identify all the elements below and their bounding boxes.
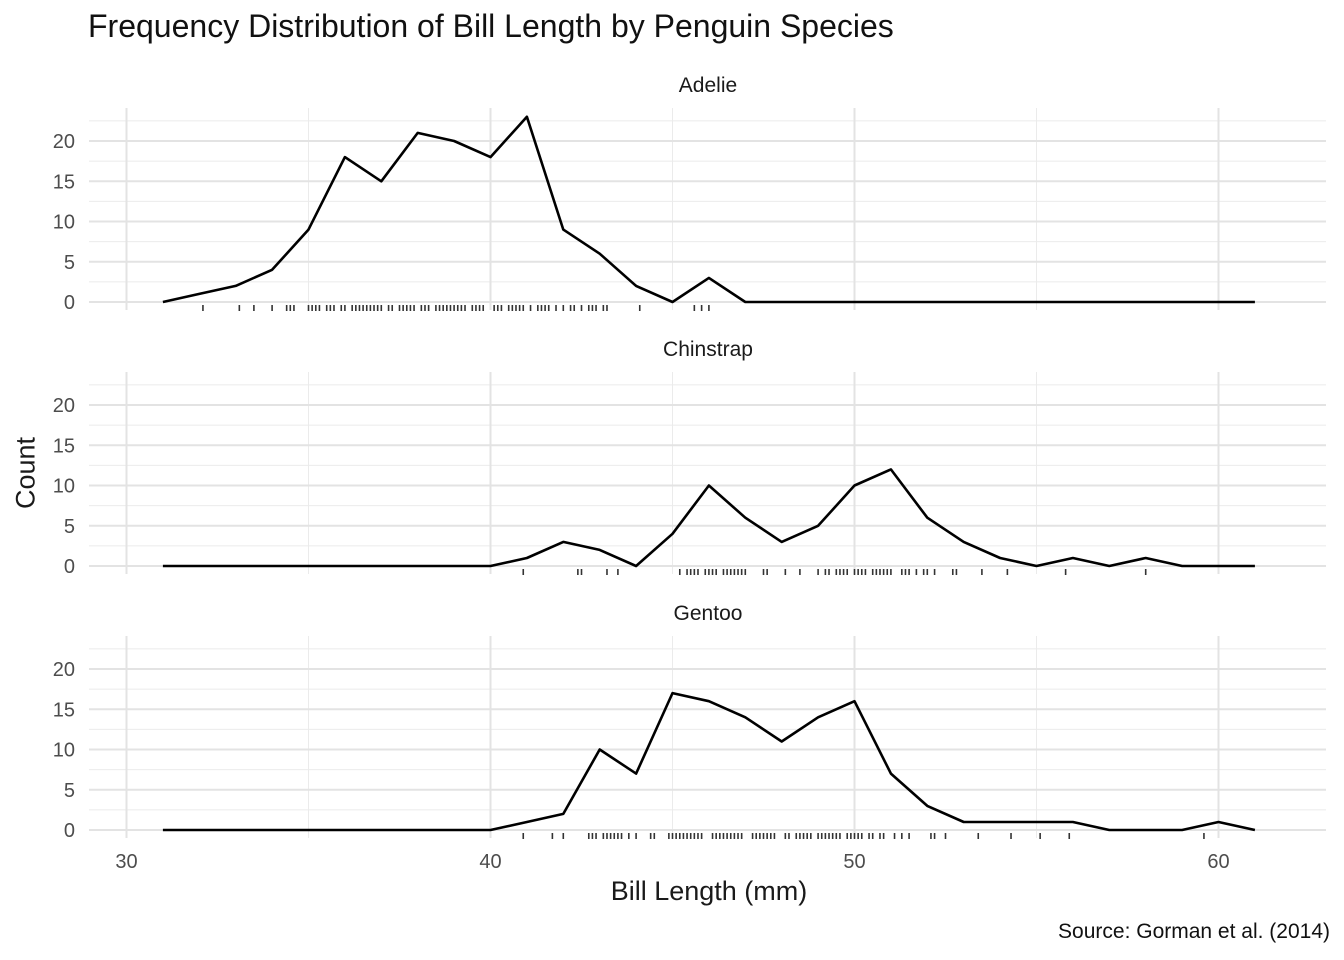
- y-tick-label: 20: [53, 659, 75, 681]
- y-tick-label: 20: [53, 395, 75, 417]
- series-line: [162, 691, 1256, 832]
- chart-title: Frequency Distribution of Bill Length by…: [88, 8, 894, 44]
- y-axis-label: Count: [10, 436, 41, 510]
- series-line: [162, 468, 1255, 568]
- y-tick-label: 5: [64, 516, 75, 538]
- y-tick-label: 0: [64, 556, 75, 578]
- y-tick-label: 0: [64, 292, 75, 314]
- x-axis-label: Bill Length (mm): [610, 876, 808, 906]
- panel-gentoo: Gentoo 0 5 10 15 20: [53, 602, 1326, 842]
- source-caption: Source: Gorman et al. (2014): [1058, 920, 1330, 943]
- y-tick-label: 20: [53, 131, 75, 153]
- panel-chinstrap: Chinstrap 0 5 10 15 20: [53, 338, 1326, 578]
- y-tick-label: 15: [53, 435, 75, 457]
- x-tick-label: 60: [1207, 851, 1229, 873]
- y-tick-label: 10: [53, 740, 75, 762]
- y-tick-label: 15: [53, 171, 75, 193]
- facet-label: Chinstrap: [663, 338, 753, 361]
- y-tick-label: 5: [64, 780, 75, 802]
- series-line: [162, 115, 1255, 304]
- x-tick-label: 30: [115, 851, 137, 873]
- y-tick-label: 10: [53, 476, 75, 498]
- facet-label: Gentoo: [674, 602, 743, 625]
- y-tick-label: 5: [64, 252, 75, 274]
- y-tick-label: 15: [53, 699, 75, 721]
- y-tick-label: 10: [53, 212, 75, 234]
- x-tick-label: 50: [843, 851, 865, 873]
- y-tick-label: 0: [64, 820, 75, 842]
- facet-label: Adelie: [679, 74, 737, 97]
- x-tick-label: 40: [479, 851, 501, 873]
- panel-adelie: Adelie 0 5 10 15 20: [53, 74, 1326, 314]
